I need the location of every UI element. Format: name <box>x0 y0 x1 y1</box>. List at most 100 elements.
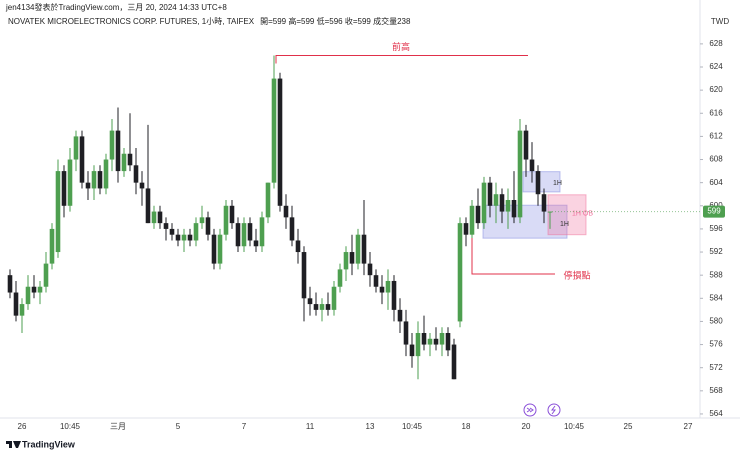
candle-body <box>463 223 469 235</box>
candle-body <box>13 292 19 316</box>
candle-body <box>529 159 535 172</box>
zone-label: 1H <box>553 180 562 187</box>
candle-body <box>367 263 373 276</box>
y-tick-label: 604 <box>709 178 723 187</box>
x-tick-label: 5 <box>176 422 181 431</box>
candle-body <box>307 298 313 305</box>
candle-body <box>337 269 343 287</box>
candle-body <box>409 344 415 357</box>
candle-body <box>97 171 103 189</box>
x-tick-label: 18 <box>462 422 471 431</box>
candle-body <box>397 309 403 322</box>
candle-body <box>457 223 463 322</box>
candle-body <box>73 136 79 160</box>
y-tick-label: 596 <box>709 224 723 233</box>
candle-body <box>421 332 427 345</box>
candle-body <box>175 234 181 241</box>
candle-body <box>187 234 193 241</box>
candle-body <box>181 234 187 241</box>
annotation-label: 停損點 <box>563 269 590 280</box>
candle-body <box>301 252 307 299</box>
candle-body <box>253 240 259 247</box>
ohlc-readout: 開=599 高=599 低=596 收=599 成交量238 <box>260 16 411 26</box>
last-price-label: 599 <box>707 207 721 216</box>
candle-body <box>85 182 91 189</box>
x-tick-label: 11 <box>306 422 315 431</box>
candle-body <box>379 286 385 293</box>
candle-body <box>43 263 49 287</box>
candle-body <box>271 78 277 183</box>
y-tick-label: 600 <box>709 201 723 210</box>
candle-body <box>79 136 85 183</box>
candle-body <box>475 205 481 224</box>
candle-body <box>541 194 547 212</box>
candle-body <box>109 130 115 160</box>
x-tick-label: 25 <box>624 422 633 431</box>
candle-body <box>139 182 145 189</box>
candle-body <box>199 217 205 224</box>
candle-body <box>277 78 283 206</box>
candle-body <box>115 130 121 172</box>
candle-body <box>163 223 169 229</box>
candle-body <box>31 286 37 293</box>
candle-body <box>223 205 229 235</box>
y-tick-label: 592 <box>709 247 723 256</box>
candle-body <box>439 332 445 345</box>
candle-body <box>499 194 505 212</box>
candle-body <box>355 234 361 264</box>
y-tick-label: 612 <box>709 132 723 141</box>
candle-body <box>427 338 433 345</box>
candle-body <box>445 332 451 351</box>
x-tick-label: 13 <box>366 422 375 431</box>
candle-body <box>193 223 199 241</box>
candle-body <box>415 332 421 357</box>
candle-body <box>331 286 337 310</box>
last-price-tag <box>703 205 725 218</box>
candle-body <box>211 234 217 264</box>
y-tick-label: 624 <box>709 62 723 71</box>
candle-body <box>313 304 319 310</box>
logo <box>6 441 21 448</box>
candle-body <box>403 321 409 345</box>
currency: TWD <box>711 17 729 26</box>
candle-body <box>169 228 175 235</box>
candle-body <box>49 228 55 264</box>
candle-body <box>523 130 529 160</box>
candle-body <box>481 182 487 224</box>
y-tick-label: 608 <box>709 155 723 164</box>
candle-body <box>433 338 439 345</box>
order-block-zone <box>547 194 587 236</box>
candle-body <box>487 182 493 206</box>
candle-body <box>505 200 511 212</box>
candle-body <box>67 159 73 206</box>
x-tick-label: 26 <box>18 422 27 431</box>
x-tick-label: 10:45 <box>564 422 585 431</box>
candle-body <box>19 304 25 316</box>
y-tick-label: 628 <box>709 39 723 48</box>
candle-body <box>55 171 61 253</box>
candle-body <box>235 223 241 247</box>
x-tick-label: 20 <box>522 422 531 431</box>
candle-body <box>373 275 379 287</box>
candle-body <box>157 211 163 224</box>
y-tick-label: 568 <box>709 386 723 395</box>
candle-body <box>517 130 523 218</box>
candle-body <box>535 171 541 195</box>
candle-body <box>229 205 235 224</box>
candle-body <box>145 188 151 224</box>
candle-body <box>151 211 157 224</box>
candle-body <box>385 280 391 293</box>
candle-body <box>103 159 109 189</box>
y-tick-label: 572 <box>709 363 723 372</box>
candle-body <box>205 217 211 235</box>
x-tick-label: 10:45 <box>402 422 423 431</box>
y-tick-label: 576 <box>709 340 723 349</box>
event-icon-glyph <box>551 405 556 415</box>
candle-body <box>343 252 349 270</box>
annotation-line <box>471 238 555 275</box>
y-tick-label: 580 <box>709 317 723 326</box>
x-tick-label: 7 <box>242 422 247 431</box>
candle-body <box>127 153 133 166</box>
candle-body <box>37 286 43 293</box>
